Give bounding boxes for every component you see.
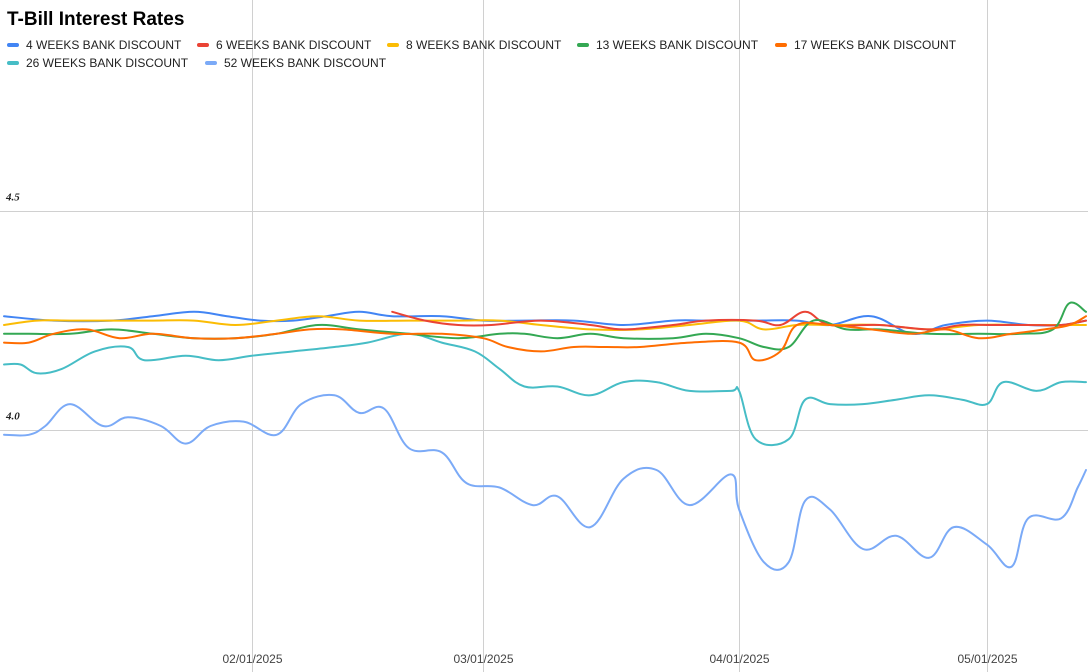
legend-label: 52 WEEKS BANK DISCOUNT xyxy=(224,56,387,70)
series-line-52-weeks-bank-discount xyxy=(3,393,1087,571)
legend-label: 6 WEEKS BANK DISCOUNT xyxy=(216,38,372,52)
y-tick-label: 4.0 xyxy=(5,411,20,423)
legend-swatch xyxy=(775,43,787,47)
legend-label: 4 WEEKS BANK DISCOUNT xyxy=(26,38,182,52)
series-lines xyxy=(3,301,1087,571)
x-tick-label: 04/01/2025 xyxy=(709,652,769,666)
legend-item-6-weeks-bank-discount[interactable]: 6 WEEKS BANK DISCOUNT xyxy=(197,38,372,52)
series-line-8-weeks-bank-discount xyxy=(3,315,1087,331)
legend-swatch xyxy=(7,61,19,65)
legend-item-4-weeks-bank-discount[interactable]: 4 WEEKS BANK DISCOUNT xyxy=(7,38,182,52)
series-line-6-weeks-bank-discount xyxy=(391,310,1087,331)
x-tick-label: 03/01/2025 xyxy=(453,652,513,666)
chart-title: T-Bill Interest Rates xyxy=(7,9,184,30)
legend-item-17-weeks-bank-discount[interactable]: 17 WEEKS BANK DISCOUNT xyxy=(775,38,957,52)
x-tick-label: 02/01/2025 xyxy=(222,652,282,666)
legend-swatch xyxy=(387,43,399,47)
legend-item-26-weeks-bank-discount[interactable]: 26 WEEKS BANK DISCOUNT xyxy=(7,56,189,70)
x-tick-label: 05/01/2025 xyxy=(957,652,1017,666)
legend-swatch xyxy=(205,61,217,65)
series-line-17-weeks-bank-discount xyxy=(3,315,1087,362)
legend-label: 26 WEEKS BANK DISCOUNT xyxy=(26,56,189,70)
legend-label: 13 WEEKS BANK DISCOUNT xyxy=(596,38,759,52)
legend: 4 WEEKS BANK DISCOUNT 6 WEEKS BANK DISCOU… xyxy=(7,38,957,70)
axes: 4.0 4.5 02/01/2025 03/01/2025 04/01/2025 05/0… xyxy=(5,192,1018,667)
y-tick-label: 4.5 xyxy=(5,192,20,204)
legend-swatch xyxy=(577,43,589,47)
series-line-4-weeks-bank-discount xyxy=(3,310,1087,335)
legend-swatch xyxy=(197,43,209,47)
legend-label: 17 WEEKS BANK DISCOUNT xyxy=(794,38,957,52)
legend-item-13-weeks-bank-discount[interactable]: 13 WEEKS BANK DISCOUNT xyxy=(577,38,759,52)
legend-swatch xyxy=(7,43,19,47)
legend-label: 8 WEEKS BANK DISCOUNT xyxy=(406,38,562,52)
legend-item-52-weeks-bank-discount[interactable]: 52 WEEKS BANK DISCOUNT xyxy=(205,56,387,70)
series-line-26-weeks-bank-discount xyxy=(3,332,1087,447)
legend-item-8-weeks-bank-discount[interactable]: 8 WEEKS BANK DISCOUNT xyxy=(387,38,562,52)
